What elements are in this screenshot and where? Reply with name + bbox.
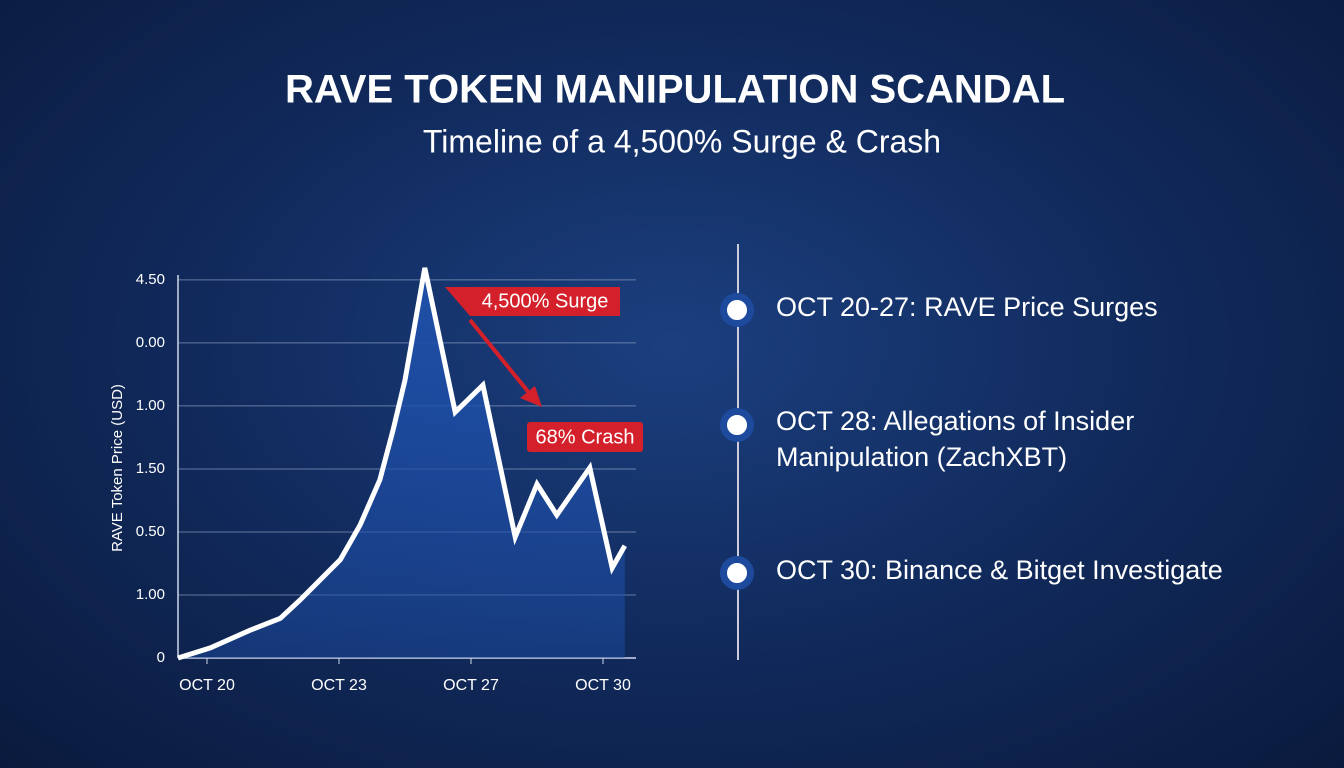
timeline-item: OCT 28: Allegations of Insider Manipulat… bbox=[776, 406, 1135, 472]
timeline-dot bbox=[720, 556, 754, 590]
timeline-dot bbox=[720, 408, 754, 442]
x-tick-label: OCT 23 bbox=[311, 677, 367, 694]
annotation-arrowhead bbox=[520, 386, 542, 407]
x-tick-label: OCT 27 bbox=[443, 677, 499, 694]
line bbox=[177, 267, 627, 661]
y-tick-label: 1.00 bbox=[136, 397, 165, 414]
annotation-tag bbox=[527, 422, 643, 452]
x-tick-label: OCT 20 bbox=[179, 677, 235, 694]
y-tick-label: 4.50 bbox=[136, 271, 165, 288]
timeline-dot bbox=[720, 293, 754, 327]
annotation: 4,500% Surge bbox=[482, 290, 609, 312]
y-tick-label: 0 bbox=[157, 649, 165, 666]
timeline-item: OCT 20-27: RAVE Price Surges bbox=[776, 292, 1158, 322]
area bbox=[177, 267, 625, 658]
annotation: 68% Crash bbox=[536, 426, 635, 448]
y-tick-label: 0.50 bbox=[136, 523, 165, 540]
y-tick-label: 0.00 bbox=[136, 334, 165, 351]
subtitle: Timeline of a 4,500% Surge & Crash bbox=[423, 123, 941, 159]
annotation-tag bbox=[445, 287, 620, 316]
timeline-item: OCT 30: Binance & Bitget Investigate bbox=[776, 555, 1223, 585]
y-tick-label: 1.50 bbox=[136, 460, 165, 477]
x-tick-label: OCT 30 bbox=[575, 677, 631, 694]
annotation-arrow bbox=[468, 318, 532, 396]
y-axis-label: RAVE Token Price (USD) bbox=[109, 384, 126, 552]
y-tick-label: 1.00 bbox=[136, 586, 165, 603]
title: RAVE TOKEN MANIPULATION SCANDAL bbox=[285, 68, 1065, 112]
